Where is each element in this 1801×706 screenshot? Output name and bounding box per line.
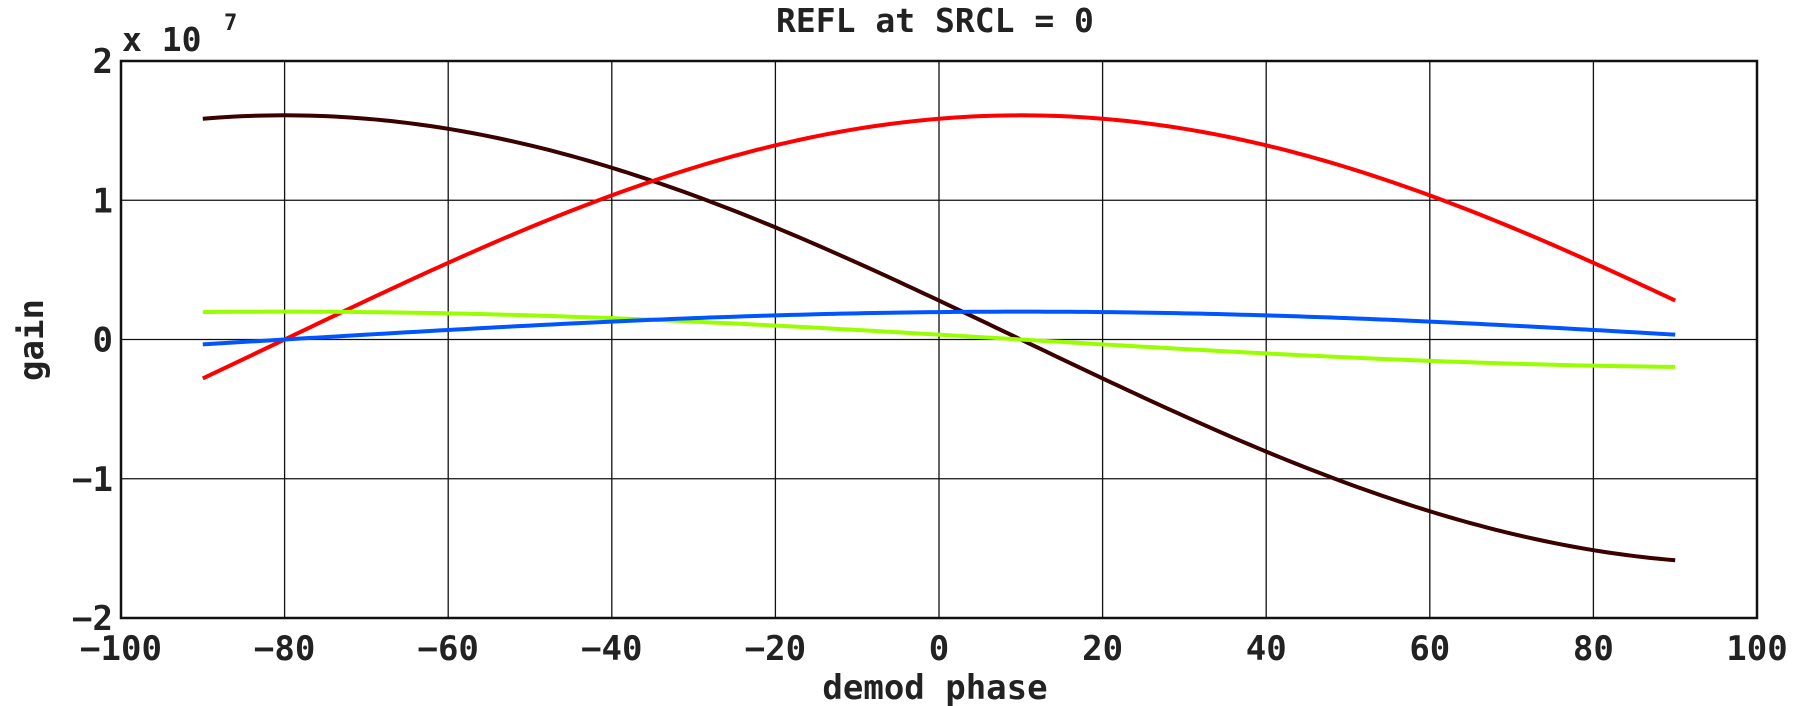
series-layer xyxy=(201,113,1677,563)
grid-layer xyxy=(121,61,1757,618)
series-line-1 xyxy=(202,113,1676,563)
x-axis-label: demod phase xyxy=(822,668,1047,706)
x-tick-label: 0 xyxy=(929,629,949,669)
ticklabel-layer: −100 −80 −60 −40 −20 0 20 40 60 80 100 −2 −1 0 1 2 xyxy=(72,42,1788,669)
x-tick-label: −100 xyxy=(80,629,162,669)
y-tick-label: −1 xyxy=(72,460,113,500)
frame-layer xyxy=(119,59,1759,620)
x-tick-label: −80 xyxy=(254,629,315,669)
x-tick-label: 80 xyxy=(1573,629,1614,669)
y-tick-label: −2 xyxy=(72,599,113,639)
x-tick-label: 100 xyxy=(1726,629,1787,669)
x-tick-label: −20 xyxy=(745,629,806,669)
x-tick-label: 40 xyxy=(1246,629,1287,669)
y-tick-label: 0 xyxy=(93,321,113,361)
y-multiplier-label: x 10 xyxy=(122,20,201,59)
plot-frame xyxy=(119,59,1759,620)
x-tick-label: 20 xyxy=(1082,629,1123,669)
y-tick-label: 2 xyxy=(93,42,113,82)
series-line-3 xyxy=(202,309,1676,369)
y-multiplier-exponent: 7 xyxy=(224,11,237,36)
chart-title: REFL at SRCL = 0 xyxy=(776,1,1094,40)
y-tick-label: 1 xyxy=(93,181,113,221)
x-tick-label: −40 xyxy=(581,629,642,669)
series-line-4 xyxy=(202,309,1676,347)
x-tick-label: 60 xyxy=(1409,629,1450,669)
y-axis-label: gain xyxy=(12,299,52,381)
x-tick-label: −60 xyxy=(417,629,478,669)
series-line-2 xyxy=(201,113,1677,381)
